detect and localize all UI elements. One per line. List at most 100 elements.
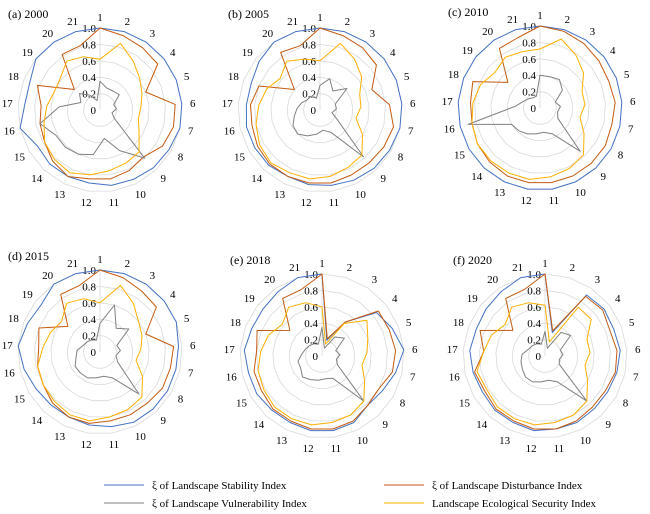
ring-tick-label: 0.6	[82, 56, 96, 68]
spoke-label: 9	[381, 173, 387, 185]
ring-tick-label: 1.0	[82, 265, 96, 277]
spoke-label: 7	[188, 368, 194, 380]
series-line-2	[37, 269, 175, 424]
grid-ring	[270, 60, 370, 160]
ring-tick-label: 1.0	[527, 269, 541, 281]
spoke-label: 7	[188, 126, 194, 138]
spoke-label: 1	[537, 10, 543, 22]
spoke-label: 19	[242, 47, 254, 59]
grid-ring	[83, 93, 117, 127]
spoke-label: 17	[2, 340, 14, 352]
ring-tick-label: 0.4	[522, 70, 536, 82]
ring-tick-label: 0.4	[304, 318, 318, 330]
spoke-label: 16	[226, 372, 238, 384]
spoke-label: 4	[615, 293, 621, 305]
spoke-label: 17	[442, 96, 454, 108]
radar-panel-1: 00.20.40.60.81.01 23456789101112131415161…	[2, 7, 196, 209]
spoke-label: 9	[383, 419, 389, 431]
spoke-label: 1	[542, 258, 548, 270]
spoke-label: 13	[494, 187, 506, 199]
spoke-label: 8	[178, 394, 184, 406]
spoke-label: 1	[317, 12, 323, 24]
grid-ring	[66, 76, 134, 143]
spoke-label: 2	[347, 262, 353, 274]
spoke-label: 1	[97, 12, 103, 24]
radar-panel-2: 00.20.40.60.81.01 23456789101112131415161…	[222, 7, 416, 209]
spoke-label: 13	[54, 431, 66, 443]
panel-title: (d) 2015	[8, 249, 49, 263]
ring-tick-label: 0.4	[82, 72, 96, 84]
spoke-label: 21	[67, 258, 78, 270]
series-line-4	[43, 42, 143, 176]
series-line-2	[470, 25, 616, 184]
radar-panel-3: 00.20.40.60.81.01 23456789101112131415161…	[442, 5, 636, 207]
grid-ring	[511, 322, 579, 389]
series-line-4	[476, 302, 592, 426]
spoke-label: 13	[499, 435, 511, 447]
series-line-3	[292, 78, 364, 158]
spoke-label: 21	[287, 16, 298, 28]
grid-ring	[462, 273, 628, 438]
ring-tick-label: 0.8	[522, 37, 536, 49]
spoke-label: 7	[408, 126, 414, 138]
spoke-label: 4	[390, 47, 396, 59]
spoke-label: 21	[507, 14, 518, 26]
legend-item-1: ξ of Landscape Stability Index	[104, 480, 287, 492]
spoke-label: 20	[42, 270, 54, 282]
spoke-label: 18	[453, 317, 465, 329]
series-line-4	[37, 284, 144, 422]
ring-tick-label: 0.4	[302, 72, 316, 84]
spoke-label: 13	[276, 435, 288, 447]
ring-tick-label: 0.8	[302, 39, 316, 51]
spoke-label: 16	[4, 126, 16, 138]
spoke-label: 20	[264, 274, 276, 286]
ring-tick-label: 0.8	[304, 285, 318, 297]
grid-ring	[83, 335, 117, 369]
spoke-label: 20	[487, 274, 499, 286]
grid-ring	[66, 318, 134, 385]
spoke-label: 5	[629, 317, 635, 329]
ring-tick-label: 1.0	[82, 23, 96, 35]
grid-ring	[303, 93, 337, 127]
spoke-label: 18	[8, 313, 20, 325]
spoke-label: 9	[606, 419, 612, 431]
spoke-label: 17	[222, 98, 234, 110]
grid-ring	[490, 58, 590, 158]
grid-ring	[34, 43, 166, 176]
spoke-label: 2	[570, 262, 576, 274]
series-line-3	[39, 80, 146, 159]
series-line-3	[74, 304, 140, 395]
ring-tick-label: 1.0	[302, 23, 316, 35]
spoke-label: 11	[109, 197, 120, 209]
spoke-label: 9	[161, 415, 167, 427]
spoke-label: 6	[190, 98, 196, 110]
series-line-4	[257, 302, 369, 426]
grid-ring	[305, 339, 339, 373]
grid-ring	[256, 289, 388, 422]
series-line-1	[17, 269, 179, 428]
panel-title: (c) 2010	[448, 5, 488, 19]
spoke-label: 21	[67, 16, 78, 28]
spoke-label: 11	[331, 443, 342, 455]
legend: ξ of Landscape Stability Index ξ of Lands…	[104, 480, 597, 510]
spoke-label: 3	[150, 270, 156, 282]
spoke-label: 10	[580, 435, 592, 447]
spoke-label: 11	[549, 195, 560, 207]
spoke-label: 2	[125, 258, 131, 270]
spoke-label: 14	[253, 419, 265, 431]
spoke-label: 20	[262, 28, 274, 40]
spoke-label: 10	[135, 189, 147, 201]
spoke-label: 14	[31, 173, 43, 185]
ring-tick-label: 0.4	[82, 314, 96, 326]
spoke-label: 12	[301, 197, 312, 209]
ring-tick-label: 0	[536, 351, 542, 363]
spoke-label: 5	[406, 317, 412, 329]
spoke-label: 19	[22, 47, 34, 59]
spoke-label: 16	[224, 126, 236, 138]
spoke-label: 6	[412, 344, 418, 356]
spoke-label: 21	[512, 262, 523, 274]
ring-tick-label: 0.2	[302, 89, 316, 101]
spoke-label: 6	[190, 340, 196, 352]
ring-tick-label: 0.6	[522, 54, 536, 66]
